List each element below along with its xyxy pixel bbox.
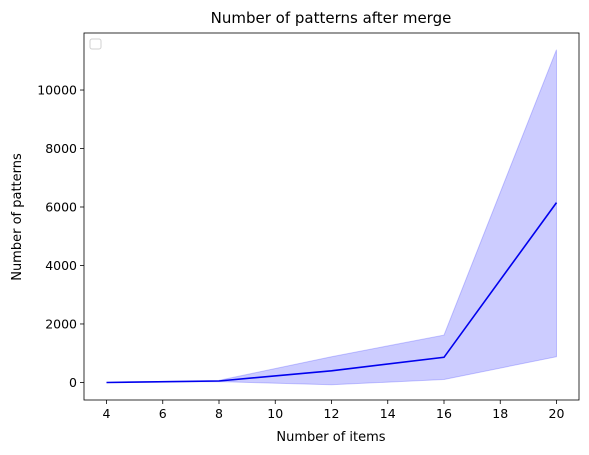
x-tick-label: 8: [215, 406, 223, 421]
y-axis-label: Number of patterns: [10, 153, 25, 281]
x-tick-label: 18: [492, 406, 508, 421]
y-axis: 0 2000 4000 6000 8000 10000: [37, 83, 84, 390]
x-tick-label: 20: [549, 406, 565, 421]
x-tick-label: 16: [436, 406, 452, 421]
plot-area: [106, 49, 558, 386]
y-tick-label: 10000: [37, 83, 77, 98]
y-tick-label: 6000: [45, 199, 77, 214]
y-tick-label: 2000: [45, 316, 77, 331]
x-tick-label: 4: [103, 406, 111, 421]
x-tick-label: 10: [267, 406, 283, 421]
chart-title: Number of patterns after merge: [211, 9, 452, 27]
legend-box: [89, 38, 102, 50]
series-line: [106, 202, 558, 384]
x-tick-label: 12: [324, 406, 340, 421]
y-tick-label: 8000: [45, 141, 77, 156]
x-tick-label: 6: [159, 406, 167, 421]
y-tick-label: 0: [69, 375, 77, 390]
x-axis-label: Number of items: [276, 430, 385, 445]
x-axis: 4 6 8 10 12 14 16 18 20: [103, 400, 565, 421]
y-tick-label: 4000: [45, 258, 77, 273]
x-tick-label: 14: [380, 406, 396, 421]
confidence-band: [106, 49, 557, 386]
